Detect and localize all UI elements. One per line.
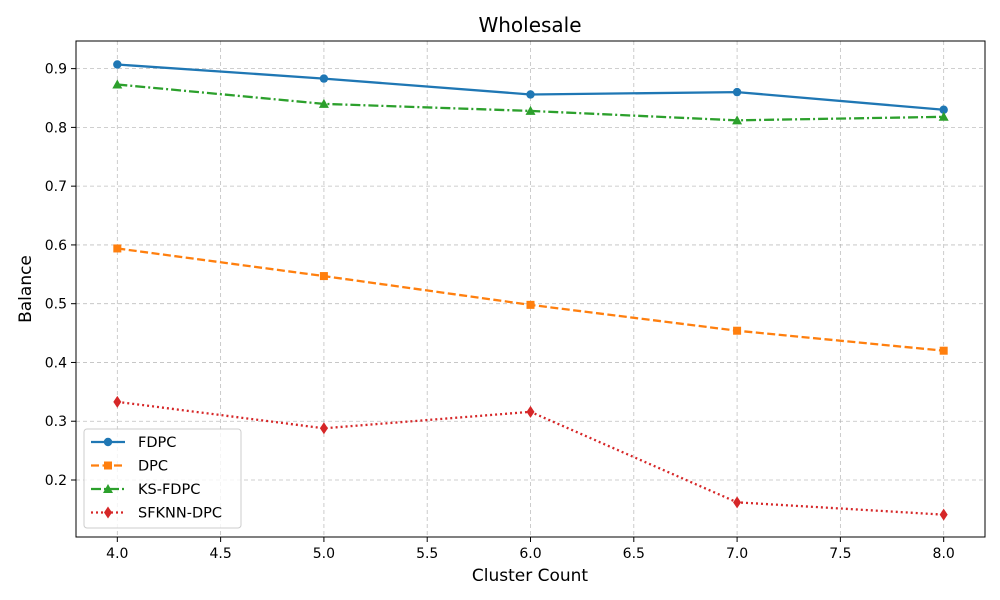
ks-fdpc-legend-marker [103, 484, 113, 493]
sfknn-dpc-point [319, 422, 328, 435]
grid [76, 41, 985, 537]
y-tick-label: 0.3 [45, 414, 67, 430]
dpc-legend-marker [104, 461, 112, 470]
ks-fdpc-point [525, 105, 536, 115]
dpc-point [939, 346, 948, 355]
marker-layer [112, 60, 949, 521]
fdpc-point [319, 74, 329, 83]
sfknn-dpc-legend-label: SFKNN-DPC [138, 506, 222, 522]
x-tick-label: 4.0 [106, 546, 128, 562]
x-axis: 4.0 4.5 5.0 5.5 6.0 6.5 7.0 7.5 8.0 [106, 537, 955, 562]
dpc-point [319, 272, 328, 281]
fdpc-point [732, 87, 742, 97]
x-axis-title: Cluster Count [472, 566, 589, 586]
fdpc-legend-marker [103, 437, 113, 447]
dpc-point [526, 300, 535, 309]
sfknn-dpc-point [113, 395, 122, 408]
y-tick-label: 0.5 [45, 297, 67, 313]
dpc-point [113, 244, 122, 253]
dpc-legend-label: DPC [138, 459, 168, 475]
ks-fdpc-point [732, 115, 743, 125]
y-tick-label: 0.6 [45, 238, 67, 254]
x-tick-label: 5.5 [416, 546, 438, 562]
legend: FDPC DPC KS-FDPC SFKNN-DPC [83, 428, 242, 529]
fdpc-point [939, 105, 948, 114]
x-tick-label: 8.0 [933, 546, 955, 562]
fdpc-legend-label: FDPC [138, 435, 176, 451]
y-tick-label: 0.7 [45, 179, 67, 195]
ks-fdpc-point [318, 98, 329, 108]
chart-title: Wholesale [478, 13, 581, 37]
y-tick-label: 0.4 [45, 355, 67, 371]
sfknn-dpc-legend-marker [104, 506, 112, 519]
sfknn-dpc-point [526, 405, 535, 418]
y-axis: 0.2 0.3 0.4 0.5 0.6 0.7 0.8 0.9 [45, 62, 76, 489]
x-tick-label: 6.0 [519, 546, 541, 562]
y-tick-label: 0.2 [45, 473, 67, 489]
sfknn-dpc-point [939, 508, 948, 521]
dpc-point [733, 326, 742, 335]
ks-fdpc-point [938, 111, 949, 121]
x-tick-label: 7.0 [726, 546, 748, 562]
x-tick-label: 5.0 [313, 546, 335, 562]
ks-fdpc-legend-label: KS-FDPC [138, 482, 200, 498]
fdpc-point [526, 90, 535, 99]
ks-fdpc-point [112, 79, 123, 89]
x-tick-label: 4.5 [209, 546, 231, 562]
y-axis-title: Balance [16, 255, 36, 323]
fdpc-point [113, 60, 122, 69]
y-tick-label: 0.8 [45, 120, 67, 136]
sfknn-dpc-point [733, 496, 742, 509]
x-tick-label: 6.5 [623, 546, 645, 562]
legend-box [83, 428, 242, 529]
x-tick-label: 7.5 [829, 546, 851, 562]
y-tick-label: 0.9 [45, 62, 67, 78]
